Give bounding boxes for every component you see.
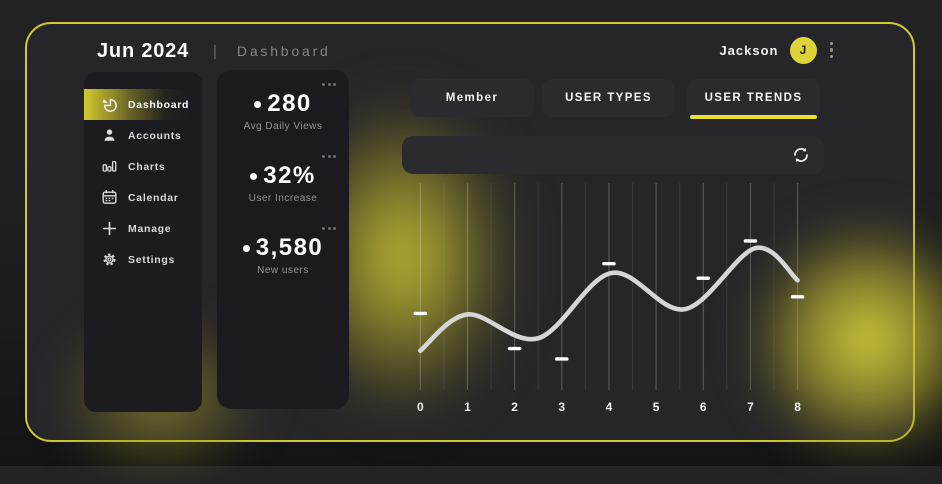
avatar[interactable]: J	[789, 36, 817, 64]
user-trends-line-chart: 0 1 2 3 4 5 6 7 8	[413, 239, 805, 414]
stat-user-increase: 32% User Increase	[217, 148, 349, 218]
sidebar-item-manage[interactable]: Manage	[84, 213, 202, 244]
tab-member[interactable]: Member	[410, 79, 534, 117]
stat-value: 32%	[263, 162, 316, 189]
sidebar-item-label: Charts	[128, 160, 166, 173]
svg-text:2: 2	[511, 400, 518, 414]
breadcrumb: Dashboard	[236, 43, 331, 59]
stat-label: User Increase	[248, 193, 318, 204]
stat-label: New users	[257, 265, 309, 276]
svg-text:6: 6	[700, 400, 707, 414]
sidebar-item-label: Dashboard	[128, 98, 190, 111]
chart-toolbar	[402, 136, 824, 174]
sidebar-item-dashboard[interactable]: Dashboard	[84, 89, 202, 120]
pie-chart-icon	[102, 98, 117, 112]
header: Jun 2024 | Dashboard	[97, 34, 331, 68]
user-menu: Jackson J	[719, 34, 835, 66]
page-title: Jun 2024	[97, 39, 190, 62]
calendar-icon	[102, 190, 117, 204]
title-separator: |	[213, 42, 217, 60]
active-tab-underline	[690, 114, 817, 119]
sidebar-item-label: Calendar	[128, 191, 179, 204]
user-icon	[104, 129, 115, 141]
stat-value: 3,580	[255, 234, 324, 261]
tab-user-trends[interactable]: USER TRENDS	[687, 79, 820, 119]
stat-menu-icon[interactable]	[217, 220, 349, 230]
bullet-icon	[242, 244, 250, 252]
sidebar-item-accounts[interactable]: Accounts	[84, 120, 202, 151]
sidebar-item-label: Settings	[128, 253, 176, 266]
tab-label: USER TRENDS	[704, 92, 803, 104]
gear-icon	[103, 253, 116, 266]
svg-text:8: 8	[794, 400, 801, 414]
stat-menu-icon[interactable]	[217, 76, 349, 86]
svg-text:4: 4	[606, 400, 613, 414]
bullet-icon	[254, 100, 262, 108]
stat-new-users: 3,580 New users	[217, 220, 349, 290]
sidebar-item-label: Accounts	[128, 129, 182, 142]
stat-menu-icon[interactable]	[217, 148, 349, 158]
svg-text:7: 7	[747, 400, 754, 414]
svg-text:0: 0	[417, 400, 424, 414]
plus-icon	[102, 221, 117, 236]
stat-label: Avg Daily Views	[243, 121, 323, 132]
sidebar: Dashboard Accounts Charts	[84, 72, 202, 412]
refresh-icon[interactable]	[791, 145, 811, 165]
sidebar-item-calendar[interactable]: Calendar	[84, 182, 202, 213]
sidebar-item-settings[interactable]: Settings	[84, 244, 202, 275]
svg-text:1: 1	[464, 400, 471, 414]
kebab-menu-icon[interactable]	[828, 40, 836, 61]
user-name: Jackson	[719, 42, 779, 58]
svg-text:5: 5	[653, 400, 660, 414]
stats-card: 280 Avg Daily Views 32% User Increase 3,…	[217, 70, 349, 409]
tab-user-types[interactable]: USER TYPES	[542, 79, 675, 117]
bullet-icon	[250, 172, 258, 180]
stat-avg-daily-views: 280 Avg Daily Views	[217, 76, 349, 146]
dashboard-panel: Jun 2024 | Dashboard Jackson J Dashboard…	[25, 22, 942, 484]
bar-chart-icon	[102, 160, 117, 172]
sidebar-item-charts[interactable]: Charts	[84, 151, 202, 182]
sidebar-item-label: Manage	[128, 222, 172, 235]
svg-text:3: 3	[558, 400, 565, 414]
stat-value: 280	[267, 90, 312, 117]
